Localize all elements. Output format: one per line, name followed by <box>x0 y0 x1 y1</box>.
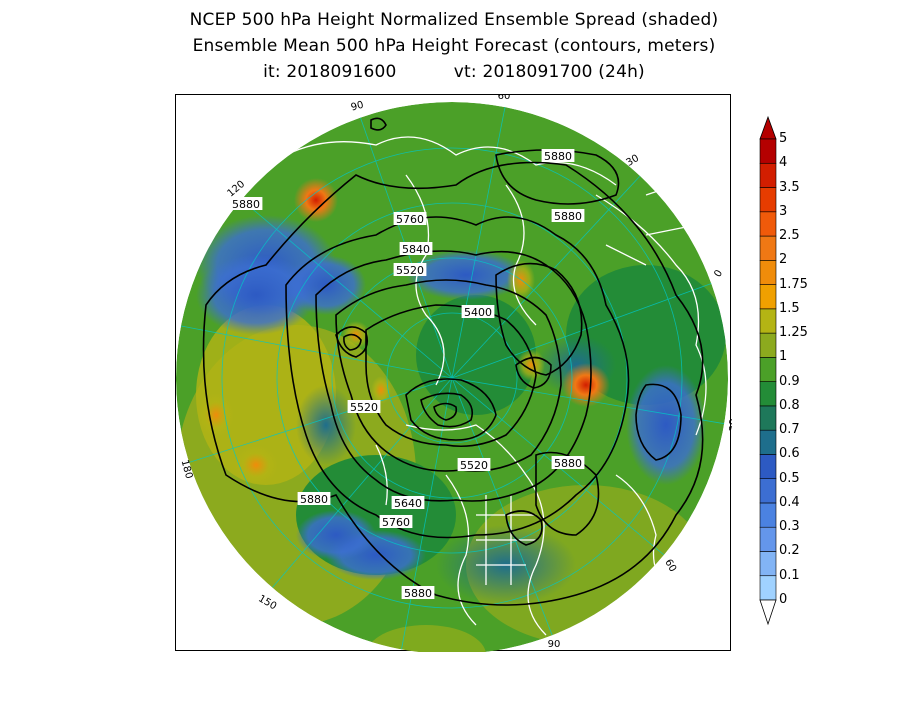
colorbar-tick-label: 1.5 <box>779 300 800 316</box>
contour-label-bg <box>297 492 331 505</box>
contour-label-bg <box>541 149 575 162</box>
contour-label-bg <box>391 496 425 509</box>
colorbar-tick-label: 0.9 <box>779 373 800 389</box>
contour-label-bg <box>457 458 491 471</box>
colorbar-segment <box>759 211 777 237</box>
longitude-label: 0 <box>712 268 725 279</box>
colorbar-tick-label: 0 <box>779 592 788 607</box>
contour-label: 5520 <box>460 459 488 472</box>
contour-labels: 5880 5880 5880 5760 5840 5520 5400 5520 5520 5880… <box>229 149 585 600</box>
colorbar-tick-label: 5 <box>779 131 788 146</box>
contour-label: 5400 <box>464 306 492 319</box>
colorbar-segment <box>759 526 777 552</box>
contour-label: 5880 <box>300 493 328 506</box>
colorbar-tick-label: 3.5 <box>779 179 800 195</box>
colorbar-tick-label: 1.25 <box>779 325 808 341</box>
colorbar-segment <box>759 575 777 601</box>
colorbar-max-arrow <box>759 115 777 140</box>
colorbar-segment <box>759 478 777 504</box>
colorbar-tick-label: 0.5 <box>779 470 800 486</box>
longitude-label: 30 <box>728 419 732 432</box>
colorbar-tick-label: 1 <box>779 349 788 365</box>
longitude-label: 150 <box>256 593 278 612</box>
contour-label-bg <box>401 586 435 599</box>
colorbar-tick-label: 0.3 <box>779 519 800 535</box>
contour-label: 5760 <box>396 213 424 226</box>
longitude-label: 90 <box>548 639 561 650</box>
colorbar-tick-label: 2 <box>779 252 788 268</box>
colorbar-segment <box>759 187 777 213</box>
map-frame: 5880 5880 5880 5760 5840 5520 5400 5520 5520 5880… <box>175 94 732 652</box>
contour-label: 5840 <box>402 243 430 256</box>
contour-label: 5880 <box>404 587 432 600</box>
colorbar-tick-label: 0.1 <box>779 567 800 583</box>
contour-label: 5520 <box>396 264 424 277</box>
colorbar-tick-label: 0.6 <box>779 446 800 462</box>
chart-title-line-3: it: 2018091600 vt: 2018091700 (24h) <box>0 62 908 82</box>
colorbar-segment <box>759 502 777 528</box>
colorbar-segment <box>759 235 777 261</box>
chart-title-line-2: Ensemble Mean 500 hPa Height Forecast (c… <box>192 36 716 56</box>
longitude-label: 150 <box>176 317 179 336</box>
colorbar-tick-label: 3 <box>779 203 788 219</box>
colorbar-tick-label: 4 <box>779 155 788 171</box>
initial-time-label: it: 2018091600 <box>263 62 397 82</box>
longitude-label: 60 <box>662 557 678 574</box>
longitude-label: 120 <box>226 179 248 200</box>
longitude-label: 180 <box>179 459 195 480</box>
colorbar-segment <box>759 454 777 479</box>
contour-label-bg <box>379 515 413 528</box>
colorbar-segment <box>759 284 777 310</box>
colorbar-segment <box>759 405 777 431</box>
colorbar-tick-label: 2.5 <box>779 228 800 244</box>
colorbar-tick-label: 0.7 <box>779 422 800 438</box>
contour-label: 5880 <box>232 198 260 211</box>
longitude-label: 60 <box>498 95 511 102</box>
contour-label-bg <box>551 456 585 469</box>
colorbar-tick-label: 0.2 <box>779 543 800 559</box>
contour-label: 5880 <box>554 210 582 223</box>
contour-label-bg <box>399 242 433 255</box>
contour-label: 5520 <box>350 401 378 414</box>
colorbar-segment <box>759 551 777 577</box>
contour-label-bg <box>551 209 585 222</box>
colorbar-segment <box>759 138 777 164</box>
colorbar-segment <box>759 429 777 455</box>
colorbar-segment <box>759 332 777 358</box>
chart-title-line-1: NCEP 500 hPa Height Normalized Ensemble … <box>189 10 719 30</box>
contour-label-bg <box>393 263 427 276</box>
contour-label: 5640 <box>394 497 422 510</box>
colorbar-tick-label: 0.4 <box>779 494 800 510</box>
contour-label: 5880 <box>544 150 572 163</box>
longitude-label: 90 <box>350 100 365 114</box>
contour-label: 5880 <box>554 457 582 470</box>
coastlines <box>285 136 707 636</box>
colorbar-tick-label: 1.75 <box>779 276 808 292</box>
colorbar-segment <box>759 260 777 285</box>
valid-time-label: vt: 2018091700 (24h) <box>453 62 645 82</box>
contour-label-bg <box>347 400 381 413</box>
colorbar-segment <box>759 381 777 407</box>
polar-map: 5880 5880 5880 5760 5840 5520 5400 5520 5520 5880… <box>176 95 732 652</box>
colorbar-min-arrow <box>759 599 777 626</box>
contour-label-bg <box>393 212 427 225</box>
contour-label-bg <box>229 197 263 210</box>
colorbar-segment <box>759 162 777 188</box>
colorbar-segment <box>759 357 777 382</box>
colorbar-segment <box>759 308 777 334</box>
contour-label: 5760 <box>382 516 410 529</box>
contour-label-bg <box>461 305 495 318</box>
colorbar-tick-label: 0.8 <box>779 397 800 413</box>
